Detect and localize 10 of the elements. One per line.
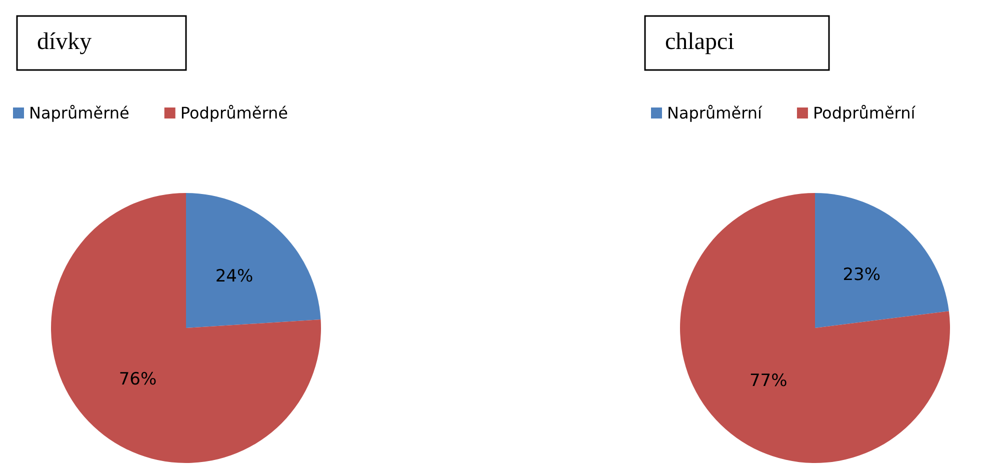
chart-title: dívky (37, 29, 92, 55)
data-label: 23% (842, 265, 881, 286)
data-label: 76% (118, 369, 157, 390)
legend-label: Podprůměrné (180, 104, 288, 122)
legend-label: Naprůměrné (29, 104, 130, 122)
chart-title: chlapci (665, 29, 735, 55)
data-label: 77% (749, 370, 788, 391)
legend-label: Naprůměrní (667, 104, 763, 122)
data-label: 24% (215, 266, 254, 287)
legend-label: Podprůměrní (812, 104, 916, 122)
